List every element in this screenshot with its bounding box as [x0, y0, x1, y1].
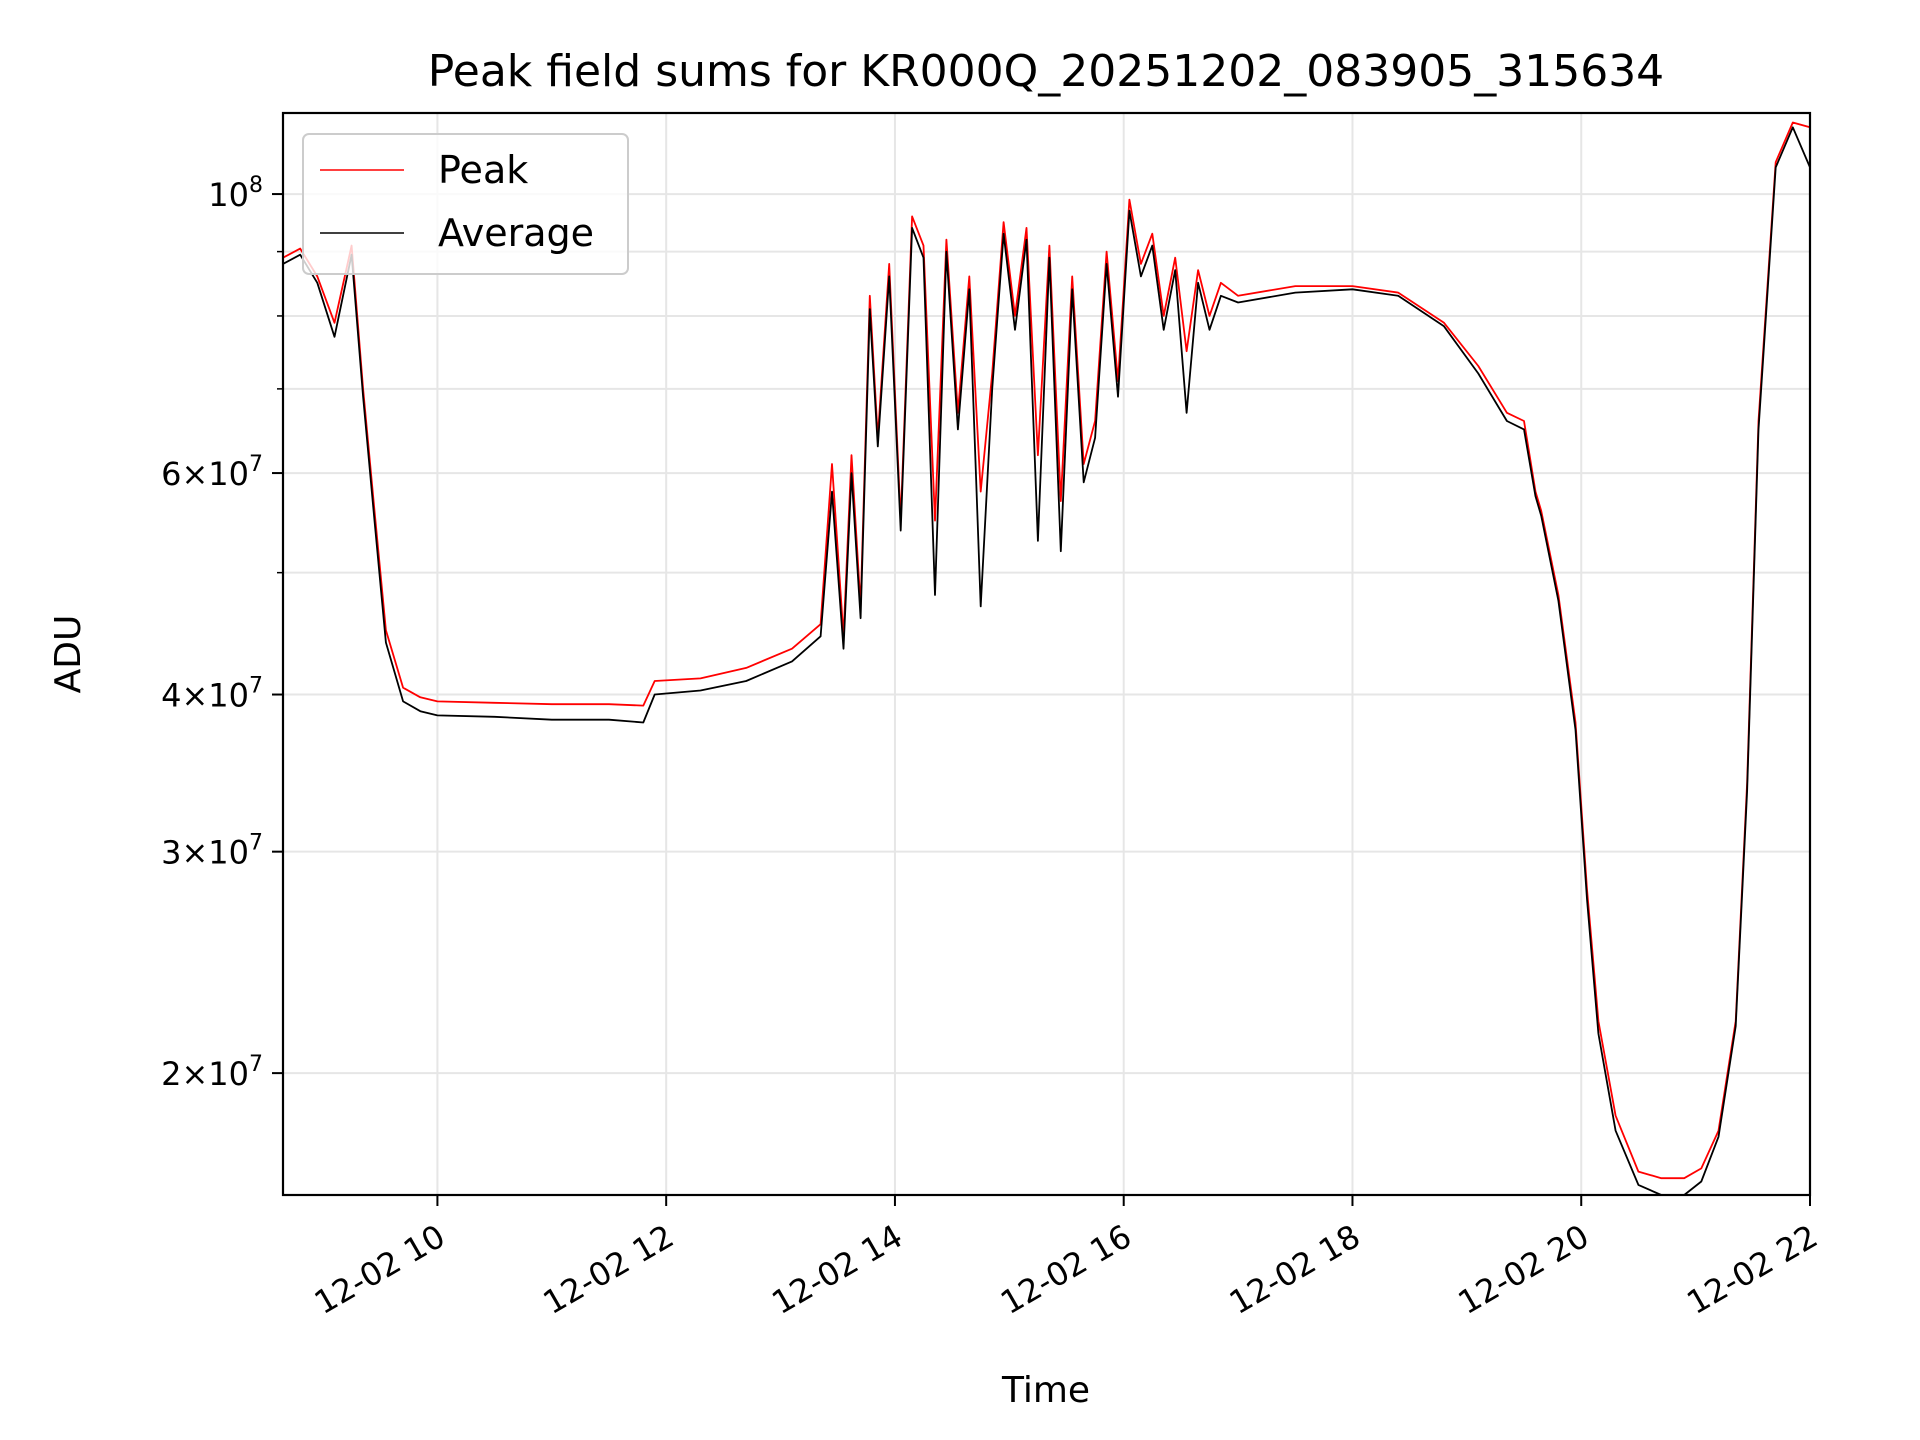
legend-label-average: Average: [438, 211, 594, 255]
y-tick-exponent: 8: [249, 173, 263, 198]
y-tick-exponent: 7: [249, 452, 263, 477]
legend: Peak Average: [302, 133, 629, 275]
plot-frame: [281, 111, 1812, 1197]
y-tick-label: 6×107: [161, 452, 263, 493]
y-tick-label: 3×107: [161, 831, 263, 872]
y-tick-exponent: 7: [249, 831, 263, 856]
y-tick-base: 10: [208, 176, 249, 214]
series-layer: [282, 121, 1811, 1196]
y-tick-mantissa: 4×10: [161, 677, 249, 715]
x-axis-label: Time: [1001, 1370, 1090, 1411]
y-tick-exponent: 7: [249, 674, 263, 699]
y-axis-label: ADU: [48, 615, 89, 694]
y-tick-label: 2×107: [161, 1052, 263, 1093]
legend-label-peak: Peak: [438, 148, 528, 192]
legend-box: [302, 133, 629, 275]
y-tick-mantissa: 3×10: [161, 834, 249, 872]
chart-title: Peak field sums for KR000Q_20251202_0839…: [428, 46, 1664, 97]
y-tick-mantissa: 2×10: [161, 1055, 249, 1093]
y-tick-exponent: 7: [249, 1052, 263, 1077]
y-tick-label: 4×107: [161, 674, 263, 715]
y-tick-label: 108: [208, 173, 263, 214]
series-line-average: [282, 126, 1811, 1196]
y-tick-mantissa: 6×10: [161, 455, 249, 493]
